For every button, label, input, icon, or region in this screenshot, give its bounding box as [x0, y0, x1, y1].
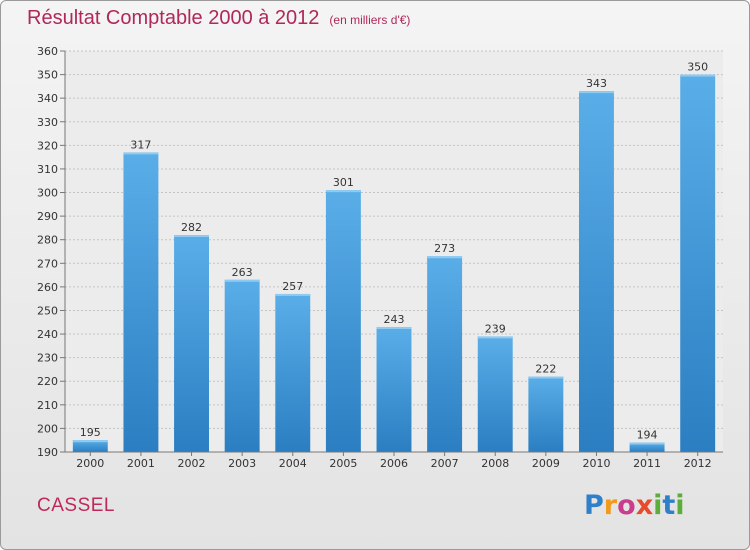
data-labels: 195 317 282 263 257 301 243 273 239 222 343 194 350 — [80, 61, 708, 442]
y-tick-label: 250 — [37, 304, 58, 317]
y-tick-label: 230 — [37, 352, 58, 365]
data-label: 317 — [130, 138, 151, 151]
logo-letter: x — [635, 490, 654, 521]
y-tick-label: 350 — [37, 69, 58, 82]
data-label: 222 — [535, 363, 556, 376]
bar — [275, 293, 311, 452]
data-label: 243 — [384, 313, 405, 326]
x-tick-label: 2000 — [76, 457, 104, 470]
y-tick-label: 200 — [37, 422, 58, 435]
x-tick-label: 2011 — [633, 457, 661, 470]
y-tick-label: 340 — [37, 92, 58, 105]
y-tick-label: 260 — [37, 281, 58, 294]
bar — [680, 74, 716, 453]
title-text: Résultat Comptable 2000 à 2012 — [27, 7, 320, 29]
chart-title: Résultat Comptable 2000 à 2012 (en millie… — [27, 7, 410, 30]
data-label: 282 — [181, 221, 202, 234]
y-tick-label: 210 — [37, 399, 58, 412]
y-tick-label: 310 — [37, 163, 58, 176]
data-label: 343 — [586, 77, 607, 90]
y-tick-label: 320 — [37, 139, 58, 152]
y-tick-label: 300 — [37, 187, 58, 200]
x-tick-label: 2005 — [329, 457, 357, 470]
proxiti-logo: Proxiti — [584, 490, 685, 521]
data-label: 263 — [232, 266, 253, 279]
x-tick-label: 2004 — [279, 457, 307, 470]
y-tick-label: 290 — [37, 210, 58, 223]
y-tick-label: 240 — [37, 328, 58, 341]
y-tick-label: 220 — [37, 375, 58, 388]
bar — [72, 440, 108, 452]
bar — [174, 234, 210, 452]
bar-highlight — [528, 376, 564, 379]
bar-highlight — [376, 326, 412, 329]
bar — [224, 279, 260, 452]
x-tick-label: 2007 — [431, 457, 459, 470]
bar-highlight — [680, 74, 716, 77]
data-label: 350 — [687, 61, 708, 74]
bar — [578, 91, 614, 452]
x-tick-label: 2001 — [127, 457, 155, 470]
logo-letter: P — [584, 490, 604, 521]
y-tick-label: 360 — [37, 45, 58, 58]
bar-highlight — [325, 190, 361, 193]
bar-highlight — [275, 293, 311, 296]
x-tick-label: 2012 — [684, 457, 712, 470]
data-label: 257 — [282, 280, 303, 293]
bar — [528, 376, 564, 452]
data-label: 273 — [434, 242, 455, 255]
bar-highlight — [629, 442, 665, 445]
bar — [123, 152, 159, 452]
bar-highlight — [224, 279, 260, 282]
bar — [477, 336, 513, 452]
y-tick-label: 270 — [37, 257, 58, 270]
logo-letter: r — [603, 490, 618, 521]
data-label: 194 — [637, 429, 658, 442]
bar — [629, 442, 665, 452]
y-tick-label: 330 — [37, 116, 58, 129]
commune-name: CASSEL — [37, 495, 115, 516]
y-tick-label: 280 — [37, 234, 58, 247]
bars — [72, 74, 716, 453]
x-tick-label: 2003 — [228, 457, 256, 470]
logo-letter: o — [617, 490, 636, 521]
y-tick-label: 190 — [37, 446, 58, 459]
bar-highlight — [427, 256, 463, 259]
x-tick-label: 2006 — [380, 457, 408, 470]
bar-highlight — [123, 152, 159, 155]
logo-letter: i — [675, 490, 685, 521]
data-label: 301 — [333, 176, 354, 189]
bar — [325, 190, 361, 452]
logo-letter: i — [653, 490, 663, 521]
data-label: 195 — [80, 426, 101, 439]
bar-highlight — [72, 440, 108, 443]
x-tick-label: 2002 — [178, 457, 206, 470]
axes: 190 200 210 220 230 240 250 260 270 280 290 300 310 3… — [37, 45, 723, 470]
x-tick-label: 2008 — [481, 457, 509, 470]
bar — [427, 256, 463, 452]
bar-highlight — [578, 91, 614, 94]
data-label: 239 — [485, 322, 506, 335]
x-tick-label: 2009 — [532, 457, 560, 470]
title-unit: (en milliers d'€) — [329, 13, 411, 27]
bar-highlight — [477, 336, 513, 339]
bar-highlight — [174, 234, 210, 237]
logo-letter: t — [662, 490, 676, 521]
x-tick-label: 2010 — [582, 457, 610, 470]
bar — [376, 326, 412, 452]
